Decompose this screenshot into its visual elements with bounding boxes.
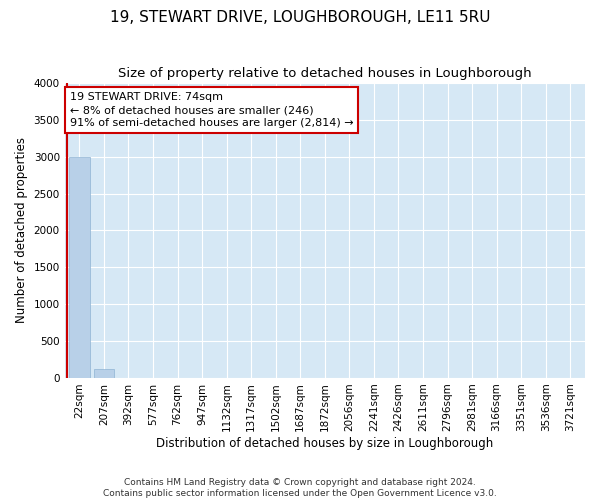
Title: Size of property relative to detached houses in Loughborough: Size of property relative to detached ho… — [118, 68, 532, 80]
Text: 19, STEWART DRIVE, LOUGHBOROUGH, LE11 5RU: 19, STEWART DRIVE, LOUGHBOROUGH, LE11 5R… — [110, 10, 490, 25]
Y-axis label: Number of detached properties: Number of detached properties — [15, 138, 28, 324]
Text: 19 STEWART DRIVE: 74sqm
← 8% of detached houses are smaller (246)
91% of semi-de: 19 STEWART DRIVE: 74sqm ← 8% of detached… — [70, 92, 353, 128]
X-axis label: Distribution of detached houses by size in Loughborough: Distribution of detached houses by size … — [156, 437, 493, 450]
Bar — [69, 156, 90, 378]
Bar — [94, 369, 115, 378]
Text: Contains HM Land Registry data © Crown copyright and database right 2024.
Contai: Contains HM Land Registry data © Crown c… — [103, 478, 497, 498]
